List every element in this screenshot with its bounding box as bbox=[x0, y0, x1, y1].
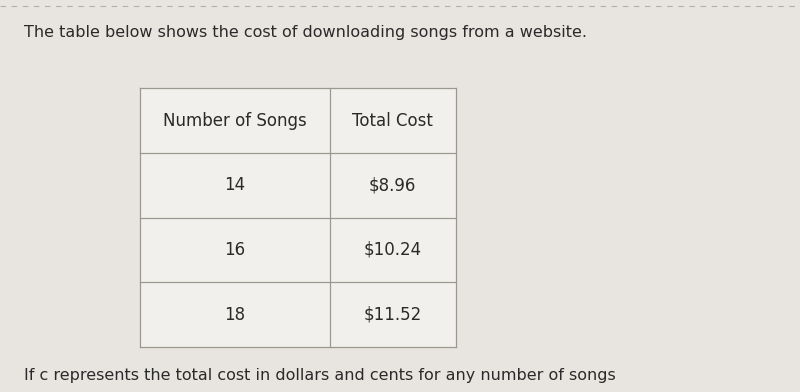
Bar bbox=[140, 88, 456, 347]
Text: The table below shows the cost of downloading songs from a website.: The table below shows the cost of downlo… bbox=[24, 25, 587, 40]
Text: $8.96: $8.96 bbox=[369, 176, 417, 194]
Text: 18: 18 bbox=[224, 306, 246, 323]
Text: If c represents the total cost in dollars and cents for any number of songs: If c represents the total cost in dollar… bbox=[24, 368, 616, 383]
Text: 14: 14 bbox=[224, 176, 246, 194]
Text: 16: 16 bbox=[224, 241, 246, 259]
Text: $11.52: $11.52 bbox=[364, 306, 422, 323]
Text: Number of Songs: Number of Songs bbox=[163, 112, 306, 129]
Text: $10.24: $10.24 bbox=[364, 241, 422, 259]
Text: Total Cost: Total Cost bbox=[352, 112, 434, 129]
